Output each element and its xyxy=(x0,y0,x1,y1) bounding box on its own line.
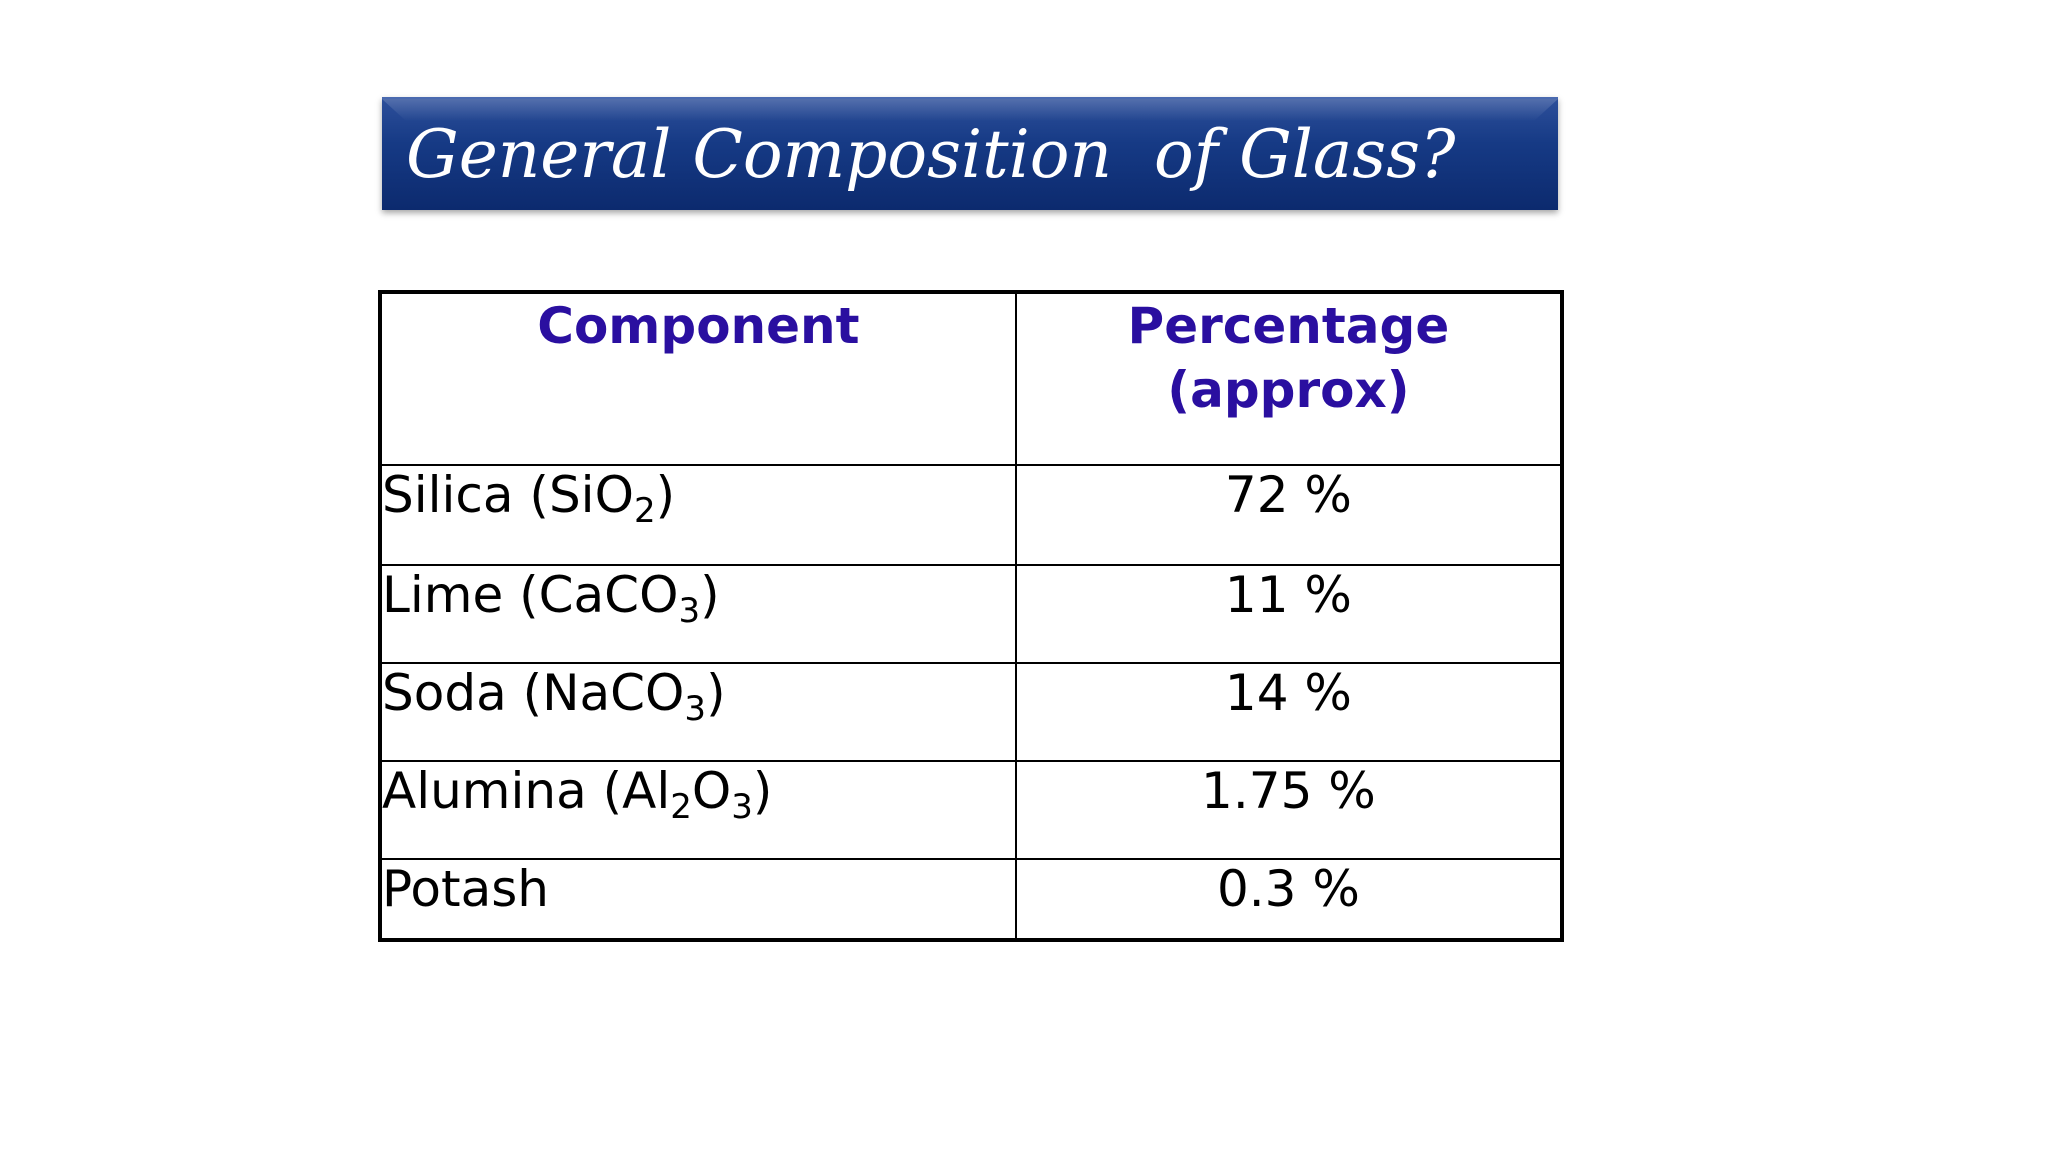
table-row: Lime (CaCO3) 11 % xyxy=(379,564,1564,664)
component-cell: Potash xyxy=(379,858,1017,941)
table-row: Silica (SiO2) 72 % xyxy=(379,464,1564,566)
header-component-label: Component xyxy=(537,297,860,355)
component-cell: Soda (NaCO3) xyxy=(379,662,1017,762)
header-percentage: Percentage (approx) xyxy=(1014,291,1564,466)
percentage-cell: 11 % xyxy=(1014,564,1564,664)
percentage-cell: 72 % xyxy=(1014,464,1564,566)
table-row: Soda (NaCO3) 14 % xyxy=(379,662,1564,762)
percentage-cell: 14 % xyxy=(1014,662,1564,762)
header-component: Component xyxy=(379,291,1017,466)
table-row: Potash 0.3 % xyxy=(379,858,1564,941)
slide-title: General Composition of Glass? xyxy=(406,116,1456,193)
table-header-row: Component Percentage (approx) xyxy=(379,291,1564,466)
title-banner: General Composition of Glass? xyxy=(382,97,1558,210)
percentage-cell: 0.3 % xyxy=(1014,858,1564,941)
header-percentage-label: Percentage xyxy=(1127,297,1450,355)
table-row: Alumina (Al2O3) 1.75 % xyxy=(379,760,1564,860)
component-cell: Alumina (Al2O3) xyxy=(379,760,1017,860)
percentage-cell: 1.75 % xyxy=(1014,760,1564,860)
composition-table: Component Percentage (approx) Silica (Si… xyxy=(378,290,1564,942)
header-percentage-sublabel: (approx) xyxy=(1167,361,1410,419)
component-cell: Lime (CaCO3) xyxy=(379,564,1017,664)
component-cell: Silica (SiO2) xyxy=(379,464,1017,566)
